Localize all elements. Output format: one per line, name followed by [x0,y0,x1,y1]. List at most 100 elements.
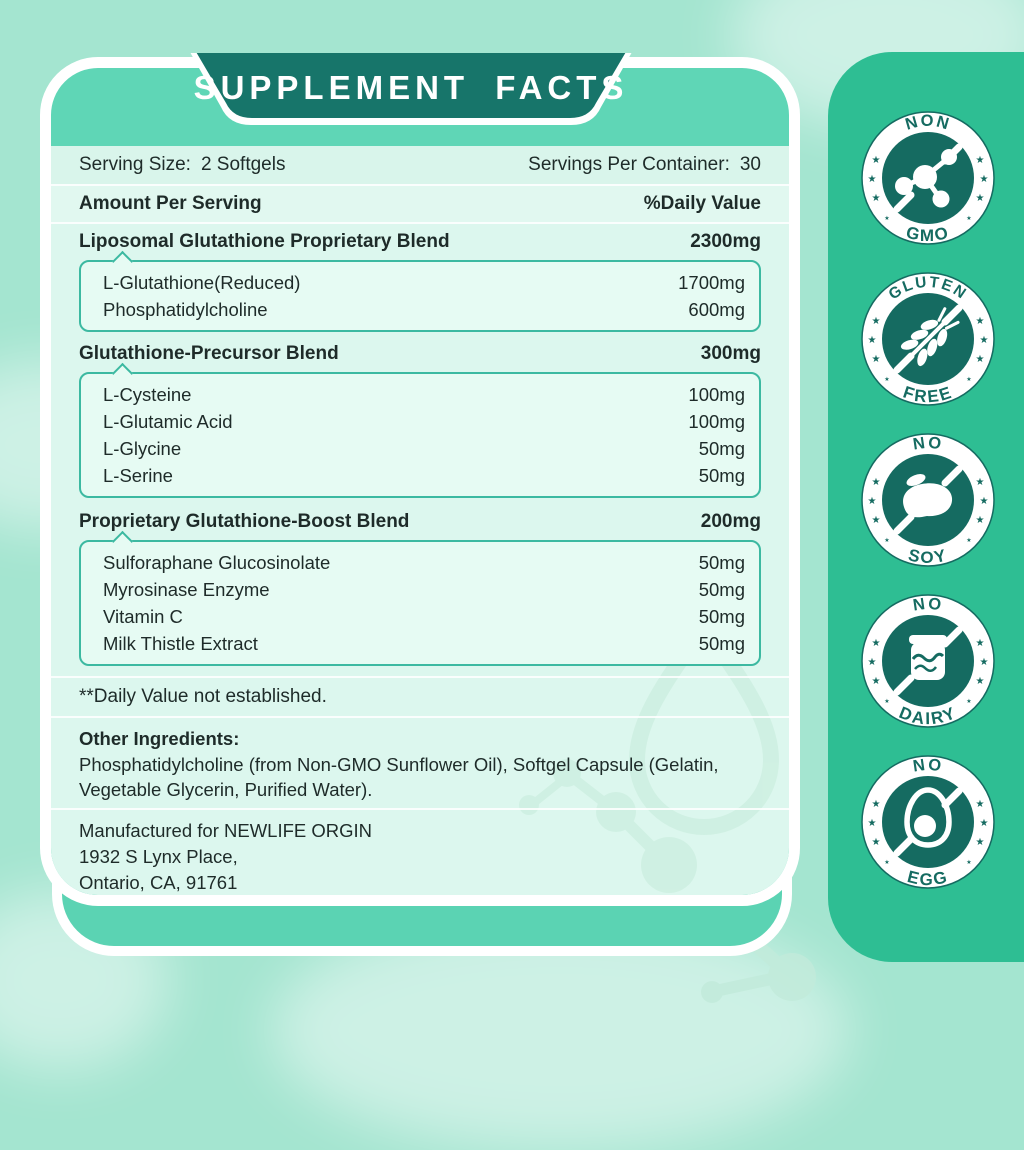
ingredient-name: L-Glutathione(Reduced) [103,272,301,293]
badge-top-text: NON [903,112,950,134]
blend-name: Glutathione-Precursor Blend [79,343,339,364]
svg-text:★: ★ [868,335,877,346]
blend-name: Liposomal Glutathione Proprietary Blend [79,231,450,252]
divider [51,716,789,718]
ingredient-row: L-Glutamic Acid 100mg [103,408,745,435]
svg-text:★: ★ [872,155,881,166]
svg-text:★: ★ [966,698,971,705]
svg-text:EGG: EGG [905,867,950,889]
ingredient-name: Sulforaphane Glucosinolate [103,552,331,573]
badge-stars: ★ ★ ★ ★ ★ ★ ★ ★ [868,638,989,705]
svg-text:★: ★ [976,515,985,526]
svg-text:★: ★ [872,799,881,810]
ingredient-name: L-Serine [103,465,173,486]
gluten-free-badge: GLUTEN FREE ★★★ ★★★ ★ ★ [861,272,995,407]
svg-text:★: ★ [976,155,985,166]
divider [51,222,789,224]
svg-text:GMO: GMO [904,223,952,245]
no-soy-badge: NO SOY ★★★ ★★★ ★ ★ [861,433,995,567]
badge-stars: ★ ★ ★ ★ ★ ★ ★ ★ [868,316,989,383]
ingredient-name: Vitamin C [103,606,183,627]
servings-per-container: Servings Per Container: 30 [528,154,761,176]
svg-text:★: ★ [872,193,881,204]
ingredient-row: L-Serine 50mg [103,462,745,489]
svg-text:★: ★ [966,537,971,544]
ingredient-amount: 100mg [688,384,745,405]
blend-amount: 200mg [700,511,761,532]
svg-text:★: ★ [976,193,985,204]
svg-text:SOY: SOY [906,545,949,567]
non-gmo-badge: NON GMO ★ ★ ★ ★ ★ ★ ★ ★ [861,111,995,245]
amount-per-serving-header: Amount Per Serving [79,193,262,214]
ingredient-name: Milk Thistle Extract [103,633,258,654]
blend-header: Proprietary Glutathione-Boost Blend 200m… [51,506,789,538]
wheat-icon [900,307,960,367]
badge-bottom-text: EGG [905,867,948,889]
droplet-molecule-watermark [519,610,780,893]
blend-header: Liposomal Glutathione Proprietary Blend … [51,226,789,258]
svg-text:NON: NON [903,112,952,134]
other-ingredients-label: Other Ingredients: [79,728,240,749]
badge-stars: ★ ★ ★ ★ ★ ★ ★ ★ [868,477,989,544]
divider [51,808,789,810]
svg-text:★: ★ [966,215,971,222]
serving-size: Serving Size: 2 Softgels [79,154,285,176]
ingredient-row: Sulforaphane Glucosinolate 50mg [103,549,745,576]
ingredient-row: L-Cysteine 100mg [103,381,745,408]
ingredient-amount: 50mg [698,633,745,654]
svg-text:★: ★ [884,698,889,705]
serving-size-value: 2 Softgels [200,154,286,175]
svg-text:★: ★ [872,316,881,327]
ingredient-row: L-Glycine 50mg [103,435,745,462]
other-ingredients-block: Other Ingredients: Phosphatidylcholine (… [51,718,789,808]
molecule-icon [895,149,957,208]
svg-text:★: ★ [872,676,881,687]
manufacturer-line: 1932 S Lynx Place, [79,846,238,867]
daily-value-footnote: **Daily Value not established. [79,686,327,707]
ingredient-row: Myrosinase Enzyme 50mg [103,576,745,603]
blend-name: Proprietary Glutathione-Boost Blend [79,511,410,532]
badge-column: NON GMO ★ ★ ★ ★ ★ ★ ★ ★ G [859,109,997,891]
facts-table: Serving Size: 2 Softgels Servings Per Con… [51,146,789,895]
svg-text:★: ★ [980,657,989,668]
daily-value-header: %Daily Value [643,193,761,214]
svg-text:★: ★ [980,335,989,346]
ingredient-row: L-Glutathione(Reduced) 1700mg [103,269,745,296]
svg-text:★: ★ [976,354,985,365]
svg-text:★: ★ [884,537,889,544]
blend-header: Glutathione-Precursor Blend 300mg [51,338,789,370]
svg-text:★: ★ [868,496,877,507]
ingredient-name: Myrosinase Enzyme [103,579,270,600]
manufacturer-line: Ontario, CA, 91761 [79,872,238,893]
ingredient-amount: 1700mg [678,272,745,293]
ingredient-amount: 50mg [698,465,745,486]
svg-text:★: ★ [884,215,889,222]
svg-text:★: ★ [868,657,877,668]
milk-jar-icon [909,635,947,680]
svg-text:★: ★ [980,496,989,507]
blend-ingredients-box: L-Glutathione(Reduced) 1700mg Phosphatid… [79,260,761,332]
svg-text:★: ★ [872,477,881,488]
blend-amount: 300mg [700,343,761,364]
svg-text:★: ★ [976,477,985,488]
ingredient-amount: 50mg [698,438,745,459]
servings-per-container-label: Servings Per Container: [528,154,730,175]
ingredient-name: L-Glutamic Acid [103,411,233,432]
ingredient-name: L-Glycine [103,438,182,459]
svg-text:FREE: FREE [901,383,956,407]
banner-title: SUPPLEMENT FACTS [194,69,629,106]
svg-text:★: ★ [976,316,985,327]
no-slash-icon [893,626,963,696]
serving-size-label: Serving Size: [79,154,191,175]
column-header-row: Amount Per Serving %Daily Value [51,186,789,222]
badge-stars: ★ ★ ★ ★ ★ ★ ★ ★ [868,799,989,866]
divider [51,184,789,186]
manufacturer-block: Manufactured for NEWLIFE ORGIN 1932 S Ly… [51,810,789,895]
blend-ingredients-box: L-Cysteine 100mg L-Glutamic Acid 100mg L… [79,372,761,498]
svg-text:★: ★ [884,859,889,866]
svg-text:★: ★ [872,354,881,365]
badge-bottom-text: FREE [901,383,954,407]
svg-text:★: ★ [980,174,989,185]
ingredient-amount: 50mg [698,579,745,600]
svg-text:★: ★ [976,799,985,810]
